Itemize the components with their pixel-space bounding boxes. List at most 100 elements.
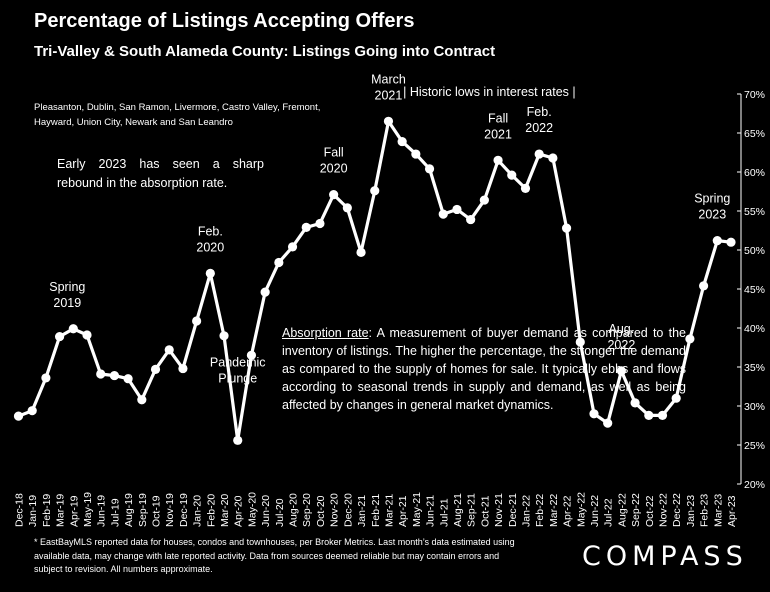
x-tick-label: Feb-19	[41, 494, 53, 527]
annotation-label: Aug.	[609, 322, 635, 336]
y-tick-label: 45%	[744, 284, 765, 296]
x-tick-label: Feb-20	[205, 494, 217, 527]
x-tick-label: Oct-19	[151, 495, 163, 527]
x-tick-label: Apr-19	[68, 495, 80, 527]
annotation-label: Fall	[324, 146, 344, 160]
y-tick-label: 55%	[744, 206, 765, 218]
x-tick-label: Jun-21	[425, 495, 437, 527]
x-tick-label: May-19	[82, 492, 94, 527]
annotations: Spring 2019 Feb. 2020 Pandemic Plunge Fall 2020…	[49, 72, 730, 385]
chart-subtitle: Tri-Valley & South Alameda County: Listi…	[34, 43, 496, 60]
data-point	[150, 364, 161, 374]
data-point	[561, 223, 572, 233]
annotation-label: 2019	[53, 296, 81, 310]
x-tick-label: Nov-20	[329, 493, 341, 527]
x-tick-label: Nov-21	[493, 493, 505, 527]
data-point	[644, 410, 654, 420]
region-list: Pleasanton, Dublin, San Ramon, Livermore…	[34, 102, 321, 128]
y-tick-label: 35%	[744, 362, 765, 374]
rebound-note: Early 2023 has seen a sharp rebound in t…	[57, 157, 264, 190]
data-point	[493, 155, 503, 165]
x-tick-label: Dec-20	[342, 493, 354, 527]
y-tick-label: 40%	[744, 323, 765, 335]
x-tick-label: Jun-22	[589, 495, 601, 527]
x-tick-label: May-20	[246, 492, 258, 527]
annotation-label: Fall	[488, 111, 508, 125]
data-point	[424, 164, 435, 174]
data-point	[260, 287, 270, 297]
x-tick-label: Mar-22	[548, 494, 560, 527]
data-point	[164, 345, 174, 355]
y-tick-label: 30%	[744, 401, 765, 413]
data-point	[452, 204, 462, 215]
data-point	[82, 330, 92, 340]
data-point	[534, 149, 544, 159]
y-axis: 20% 25% 30% 35% 40% 45% 50% 55% 60% 65% 70%	[737, 89, 765, 491]
x-axis: Dec-18 Jan-19 Feb-19 Mar-19 Apr-19 May-19 Jun-…	[14, 492, 739, 527]
data-point	[616, 366, 626, 376]
data-point	[96, 369, 106, 379]
annotation-label: 2021	[484, 127, 512, 141]
data-point	[548, 153, 558, 163]
annotation-label: Spring	[694, 192, 730, 206]
data-point	[68, 324, 78, 334]
x-tick-label: Sep-20	[301, 493, 313, 527]
data-point	[383, 116, 394, 126]
data-point	[55, 331, 65, 342]
x-tick-label: Mar-20	[219, 494, 231, 527]
x-tick-label: Jul-22	[603, 498, 615, 527]
x-tick-label: Apr-22	[562, 495, 574, 527]
data-point	[479, 195, 489, 205]
x-tick-label: Mar-21	[383, 494, 395, 527]
annotation-label: March	[371, 72, 406, 86]
x-tick-label: Sep-22	[630, 493, 642, 527]
data-point	[192, 316, 202, 326]
x-tick-label: Nov-19	[164, 493, 176, 527]
data-point	[233, 435, 243, 445]
data-point	[301, 222, 311, 232]
x-tick-label: Jan-23	[685, 495, 697, 527]
annotation-label: | Historic lows in interest rates |	[403, 85, 576, 99]
chart-title: Percentage of Listings Accepting Offers	[34, 10, 415, 32]
y-tick-label: 20%	[744, 479, 765, 491]
x-tick-label: Aug-21	[452, 493, 464, 527]
data-point	[123, 374, 133, 384]
x-tick-label: Aug-22	[616, 493, 628, 527]
data-point	[630, 398, 640, 408]
data-point	[603, 418, 613, 428]
data-point	[520, 183, 531, 193]
data-point	[657, 410, 668, 420]
data-point	[685, 334, 695, 344]
data-point	[397, 136, 407, 147]
data-point	[356, 247, 366, 257]
x-tick-label: Aug-20	[288, 493, 300, 527]
x-tick-label: Mar-23	[712, 494, 724, 527]
compass-logo: COMPASS	[582, 541, 748, 572]
x-tick-label: Jan-20	[192, 495, 204, 527]
data-point	[274, 257, 284, 268]
data-point	[589, 409, 599, 419]
x-tick-label: Mar-19	[55, 494, 67, 527]
data-point	[27, 406, 37, 416]
x-tick-label: Jan-22	[520, 495, 532, 527]
annotation-label: 2022	[525, 121, 553, 135]
data-point	[315, 218, 325, 229]
x-tick-label: Apr-21	[397, 495, 409, 527]
data-points	[13, 116, 736, 445]
data-point	[287, 242, 298, 252]
data-point	[342, 203, 352, 213]
x-tick-label: Sep-19	[137, 493, 149, 527]
y-tick-label: 25%	[744, 440, 765, 452]
y-tick-label: 50%	[744, 245, 765, 257]
data-point	[13, 411, 24, 421]
data-point	[178, 363, 188, 374]
data-point	[507, 170, 517, 180]
x-tick-label: Dec-19	[178, 493, 190, 527]
annotation-label: Plunge	[218, 371, 257, 385]
x-tick-label: Apr-20	[233, 495, 245, 527]
annotation-label: 2021	[375, 88, 403, 102]
annotation-label: 2020	[320, 162, 348, 176]
data-point	[575, 337, 585, 347]
x-tick-label: Oct-22	[644, 495, 656, 527]
